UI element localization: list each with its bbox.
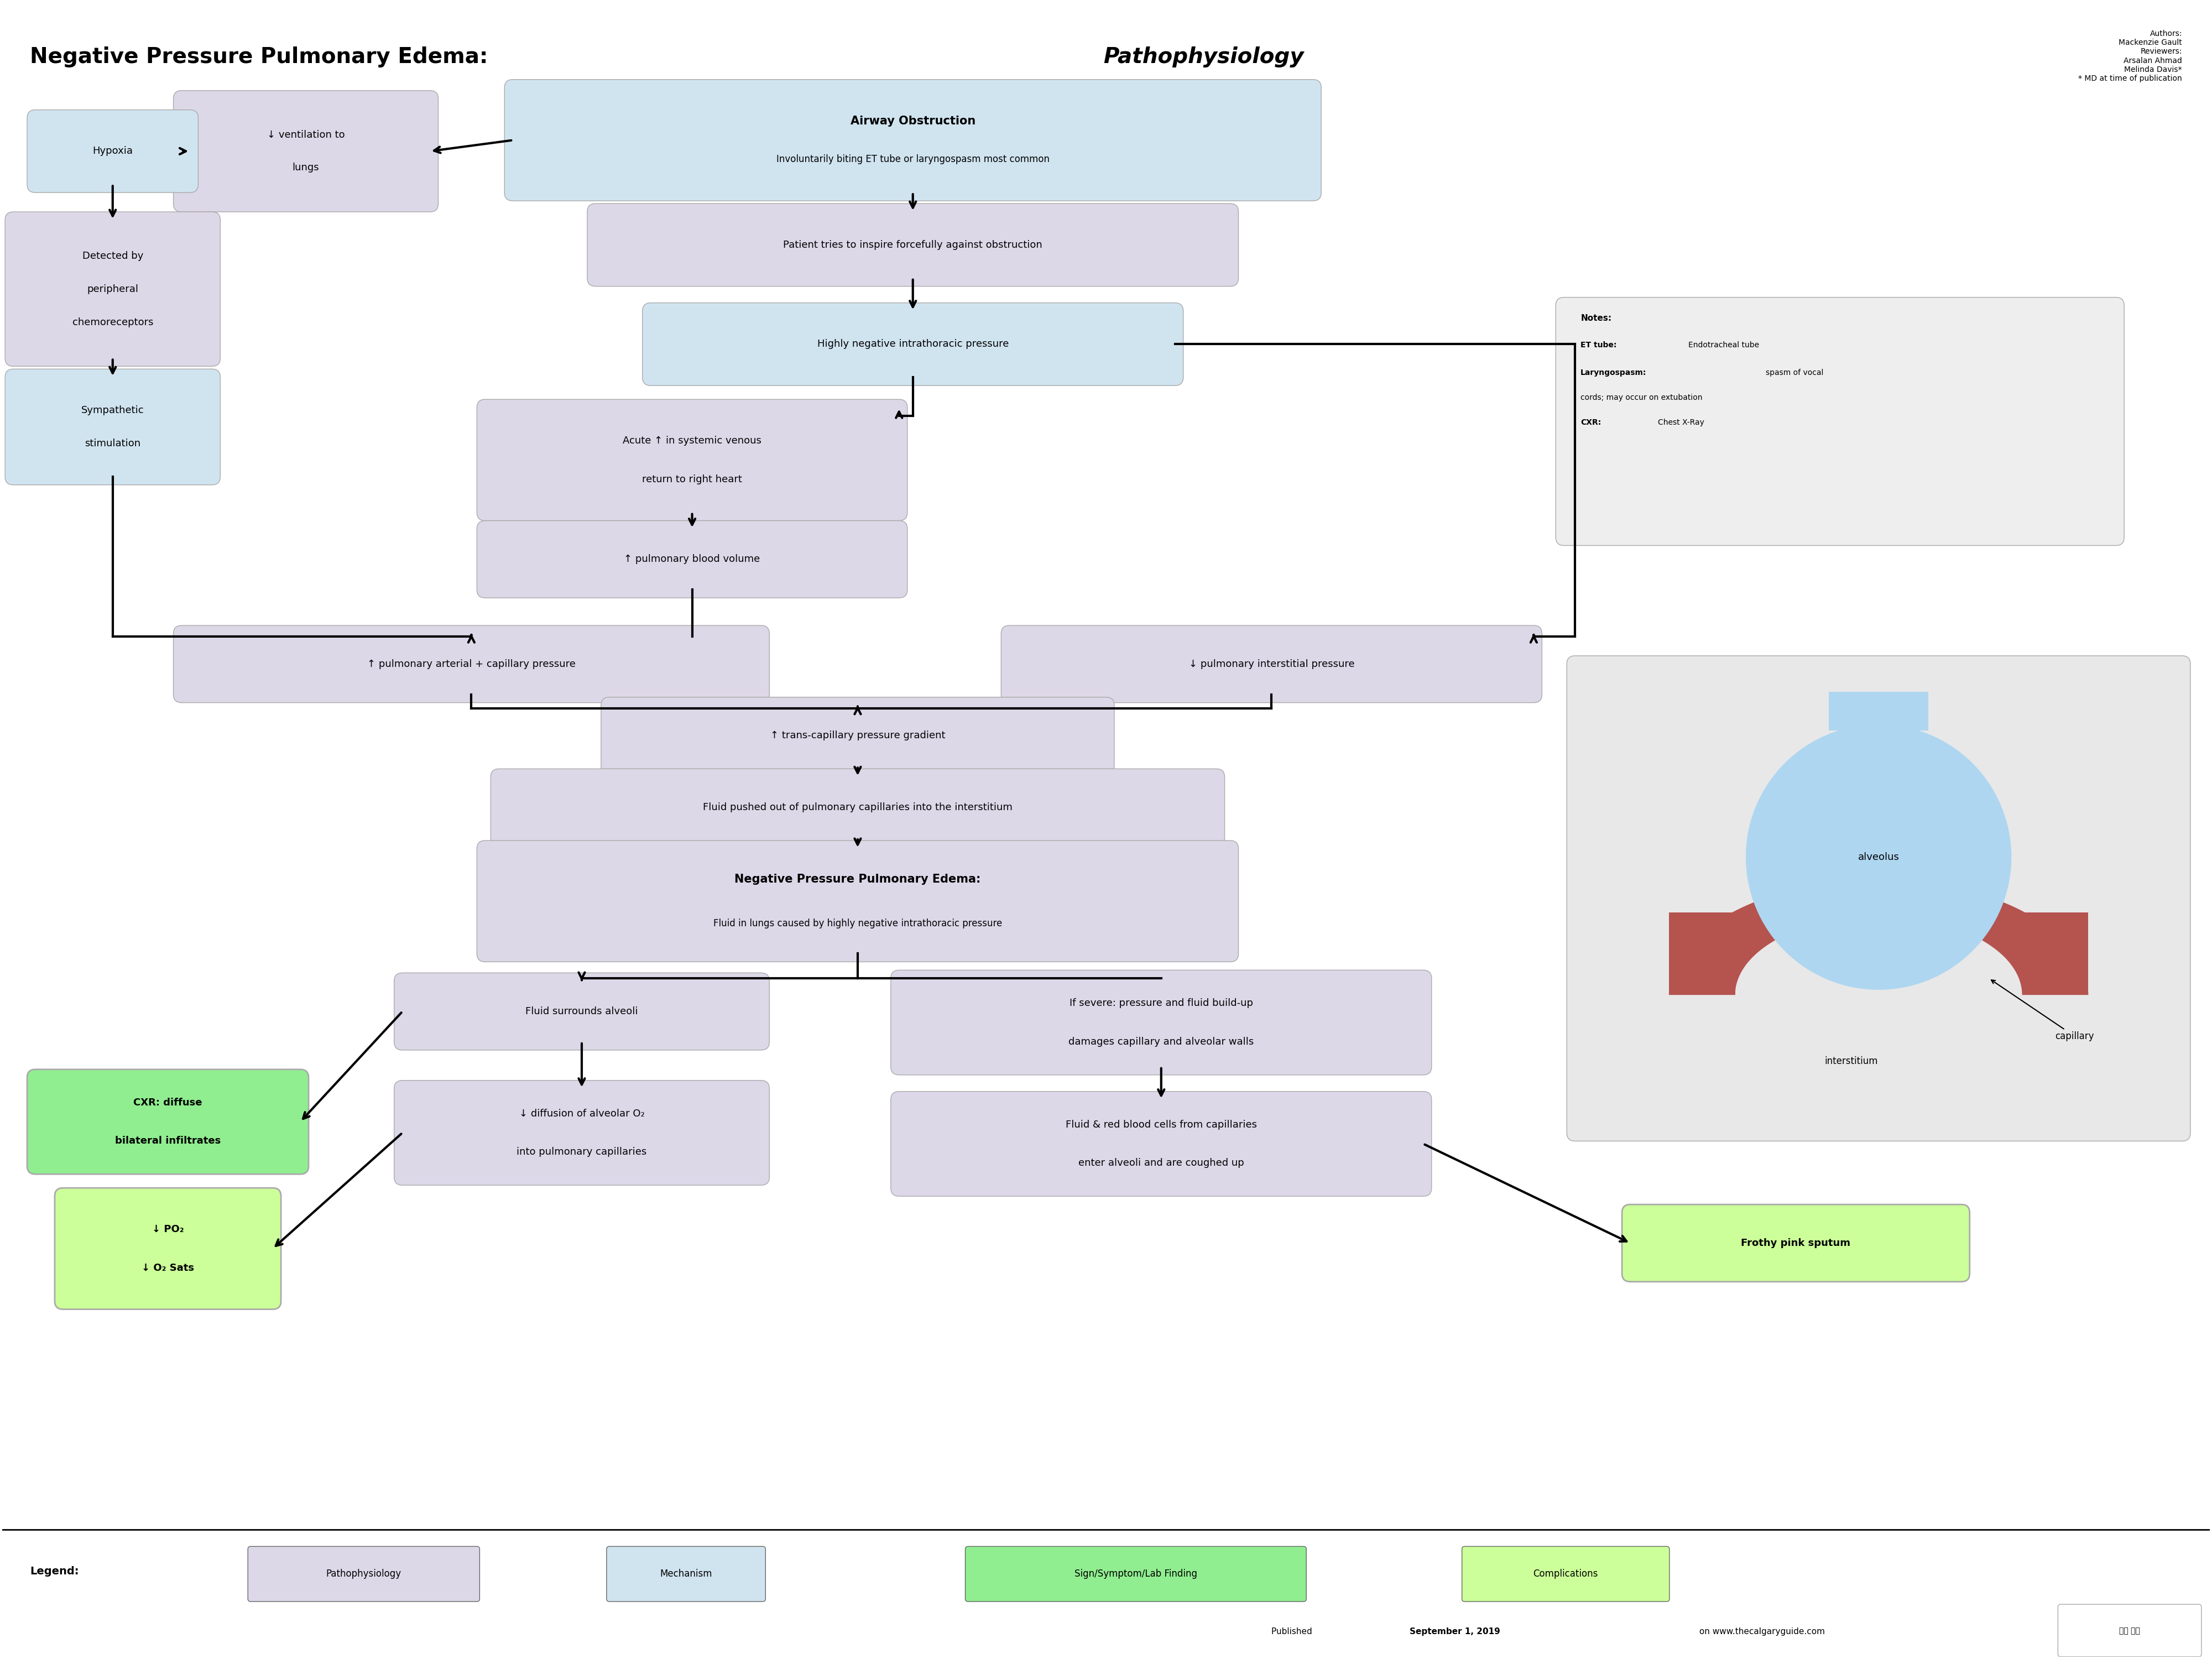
FancyBboxPatch shape xyxy=(1668,912,1734,995)
Text: Negative Pressure Pulmonary Edema:: Negative Pressure Pulmonary Edema: xyxy=(734,874,980,884)
FancyBboxPatch shape xyxy=(1829,692,1929,730)
Text: Pathophysiology: Pathophysiology xyxy=(1104,46,1303,68)
Text: ⒸⓄ ⒳Ⓢ: ⒸⓄ ⒳Ⓢ xyxy=(2119,1627,2141,1634)
FancyBboxPatch shape xyxy=(606,1546,765,1601)
Text: Fluid surrounds alveoli: Fluid surrounds alveoli xyxy=(526,1007,637,1017)
FancyBboxPatch shape xyxy=(641,304,1183,385)
FancyBboxPatch shape xyxy=(1555,297,2124,546)
FancyBboxPatch shape xyxy=(586,204,1239,287)
Text: Highly negative intrathoracic pressure: Highly negative intrathoracic pressure xyxy=(816,338,1009,348)
FancyBboxPatch shape xyxy=(1621,1204,1969,1282)
Text: lungs: lungs xyxy=(292,163,319,173)
Text: alveolus: alveolus xyxy=(1858,853,1900,863)
FancyBboxPatch shape xyxy=(1566,655,2190,1141)
Text: Fluid in lungs caused by highly negative intrathoracic pressure: Fluid in lungs caused by highly negative… xyxy=(712,919,1002,929)
Text: ↑ trans-capillary pressure gradient: ↑ trans-capillary pressure gradient xyxy=(770,730,945,740)
FancyBboxPatch shape xyxy=(2057,1604,2201,1657)
Text: spasm of vocal: spasm of vocal xyxy=(1765,368,1823,377)
Text: stimulation: stimulation xyxy=(84,438,142,448)
FancyBboxPatch shape xyxy=(964,1546,1307,1601)
Text: ET tube:: ET tube: xyxy=(1582,342,1617,348)
Text: September 1, 2019: September 1, 2019 xyxy=(1409,1627,1500,1636)
Text: return to right heart: return to right heart xyxy=(641,474,743,484)
FancyBboxPatch shape xyxy=(27,1070,310,1175)
Text: Pathophysiology: Pathophysiology xyxy=(325,1569,400,1579)
FancyBboxPatch shape xyxy=(27,109,199,192)
Text: Endotracheal tube: Endotracheal tube xyxy=(1688,342,1759,348)
FancyBboxPatch shape xyxy=(891,971,1431,1075)
Text: Notes:: Notes: xyxy=(1582,314,1613,322)
Text: Hypoxia: Hypoxia xyxy=(93,146,133,156)
FancyBboxPatch shape xyxy=(394,972,770,1050)
FancyBboxPatch shape xyxy=(478,521,907,597)
Text: Involuntarily biting ET tube or laryngospasm most common: Involuntarily biting ET tube or laryngos… xyxy=(776,154,1048,164)
Text: Laryngospasm:: Laryngospasm: xyxy=(1582,368,1646,377)
Text: Airway Obstruction: Airway Obstruction xyxy=(849,116,975,126)
Text: bilateral infiltrates: bilateral infiltrates xyxy=(115,1136,221,1146)
Text: CXR: diffuse: CXR: diffuse xyxy=(133,1098,201,1108)
Text: Sympathetic: Sympathetic xyxy=(82,405,144,415)
FancyBboxPatch shape xyxy=(478,400,907,521)
FancyBboxPatch shape xyxy=(248,1546,480,1601)
FancyBboxPatch shape xyxy=(394,1080,770,1185)
Text: If severe: pressure and fluid build-up: If severe: pressure and fluid build-up xyxy=(1068,999,1252,1009)
Text: Frothy pink sputum: Frothy pink sputum xyxy=(1741,1238,1851,1248)
Text: ↓ PO₂: ↓ PO₂ xyxy=(153,1224,184,1234)
Text: Acute ↑ in systemic venous: Acute ↑ in systemic venous xyxy=(624,436,761,446)
FancyBboxPatch shape xyxy=(173,625,770,703)
Text: cords; may occur on extubation: cords; may occur on extubation xyxy=(1582,393,1703,401)
Text: Legend:: Legend: xyxy=(31,1566,80,1576)
Circle shape xyxy=(1745,725,2011,989)
Text: Negative Pressure Pulmonary Edema:: Negative Pressure Pulmonary Edema: xyxy=(31,46,495,68)
Text: Sign/Symptom/Lab Finding: Sign/Symptom/Lab Finding xyxy=(1075,1569,1197,1579)
Text: Authors:
Mackenzie Gault
Reviewers:
Arsalan Ahmad
Melinda Davis*
* MD at time of: Authors: Mackenzie Gault Reviewers: Arsa… xyxy=(2079,30,2181,83)
FancyBboxPatch shape xyxy=(602,697,1115,775)
Text: chemoreceptors: chemoreceptors xyxy=(73,317,153,327)
Text: ↑ pulmonary arterial + capillary pressure: ↑ pulmonary arterial + capillary pressur… xyxy=(367,659,575,669)
Text: capillary: capillary xyxy=(1991,980,2095,1042)
FancyBboxPatch shape xyxy=(4,368,221,484)
Text: enter alveoli and are coughed up: enter alveoli and are coughed up xyxy=(1077,1158,1243,1168)
FancyBboxPatch shape xyxy=(4,212,221,367)
FancyBboxPatch shape xyxy=(173,91,438,212)
Text: peripheral: peripheral xyxy=(86,284,139,294)
Text: Mechanism: Mechanism xyxy=(659,1569,712,1579)
Text: Published: Published xyxy=(1272,1627,1314,1636)
Text: Complications: Complications xyxy=(1533,1569,1597,1579)
FancyBboxPatch shape xyxy=(478,841,1239,962)
Text: into pulmonary capillaries: into pulmonary capillaries xyxy=(518,1146,646,1156)
FancyBboxPatch shape xyxy=(1002,625,1542,703)
Text: ↓ ventilation to: ↓ ventilation to xyxy=(268,129,345,139)
Text: Patient tries to inspire forcefully against obstruction: Patient tries to inspire forcefully agai… xyxy=(783,241,1042,251)
FancyBboxPatch shape xyxy=(891,1092,1431,1196)
Text: Fluid & red blood cells from capillaries: Fluid & red blood cells from capillaries xyxy=(1066,1120,1256,1130)
Text: CXR:: CXR: xyxy=(1582,418,1601,426)
Text: ↓ pulmonary interstitial pressure: ↓ pulmonary interstitial pressure xyxy=(1188,659,1354,669)
Text: Detected by: Detected by xyxy=(82,251,144,260)
Text: ↑ pulmonary blood volume: ↑ pulmonary blood volume xyxy=(624,554,761,564)
Text: Fluid pushed out of pulmonary capillaries into the interstitium: Fluid pushed out of pulmonary capillarie… xyxy=(703,803,1013,813)
Text: ↓ O₂ Sats: ↓ O₂ Sats xyxy=(142,1262,195,1272)
FancyBboxPatch shape xyxy=(2022,912,2088,995)
Text: on www.thecalgaryguide.com: on www.thecalgaryguide.com xyxy=(1697,1627,1825,1636)
Text: damages capillary and alveolar walls: damages capillary and alveolar walls xyxy=(1068,1037,1254,1047)
Text: Chest X-Ray: Chest X-Ray xyxy=(1657,418,1703,426)
Text: interstitium: interstitium xyxy=(1825,1057,1878,1067)
Text: ↓ diffusion of alveolar O₂: ↓ diffusion of alveolar O₂ xyxy=(520,1108,644,1118)
FancyBboxPatch shape xyxy=(491,768,1225,846)
FancyBboxPatch shape xyxy=(1462,1546,1670,1601)
Polygon shape xyxy=(1668,879,2088,995)
FancyBboxPatch shape xyxy=(504,80,1321,201)
FancyBboxPatch shape xyxy=(55,1188,281,1309)
